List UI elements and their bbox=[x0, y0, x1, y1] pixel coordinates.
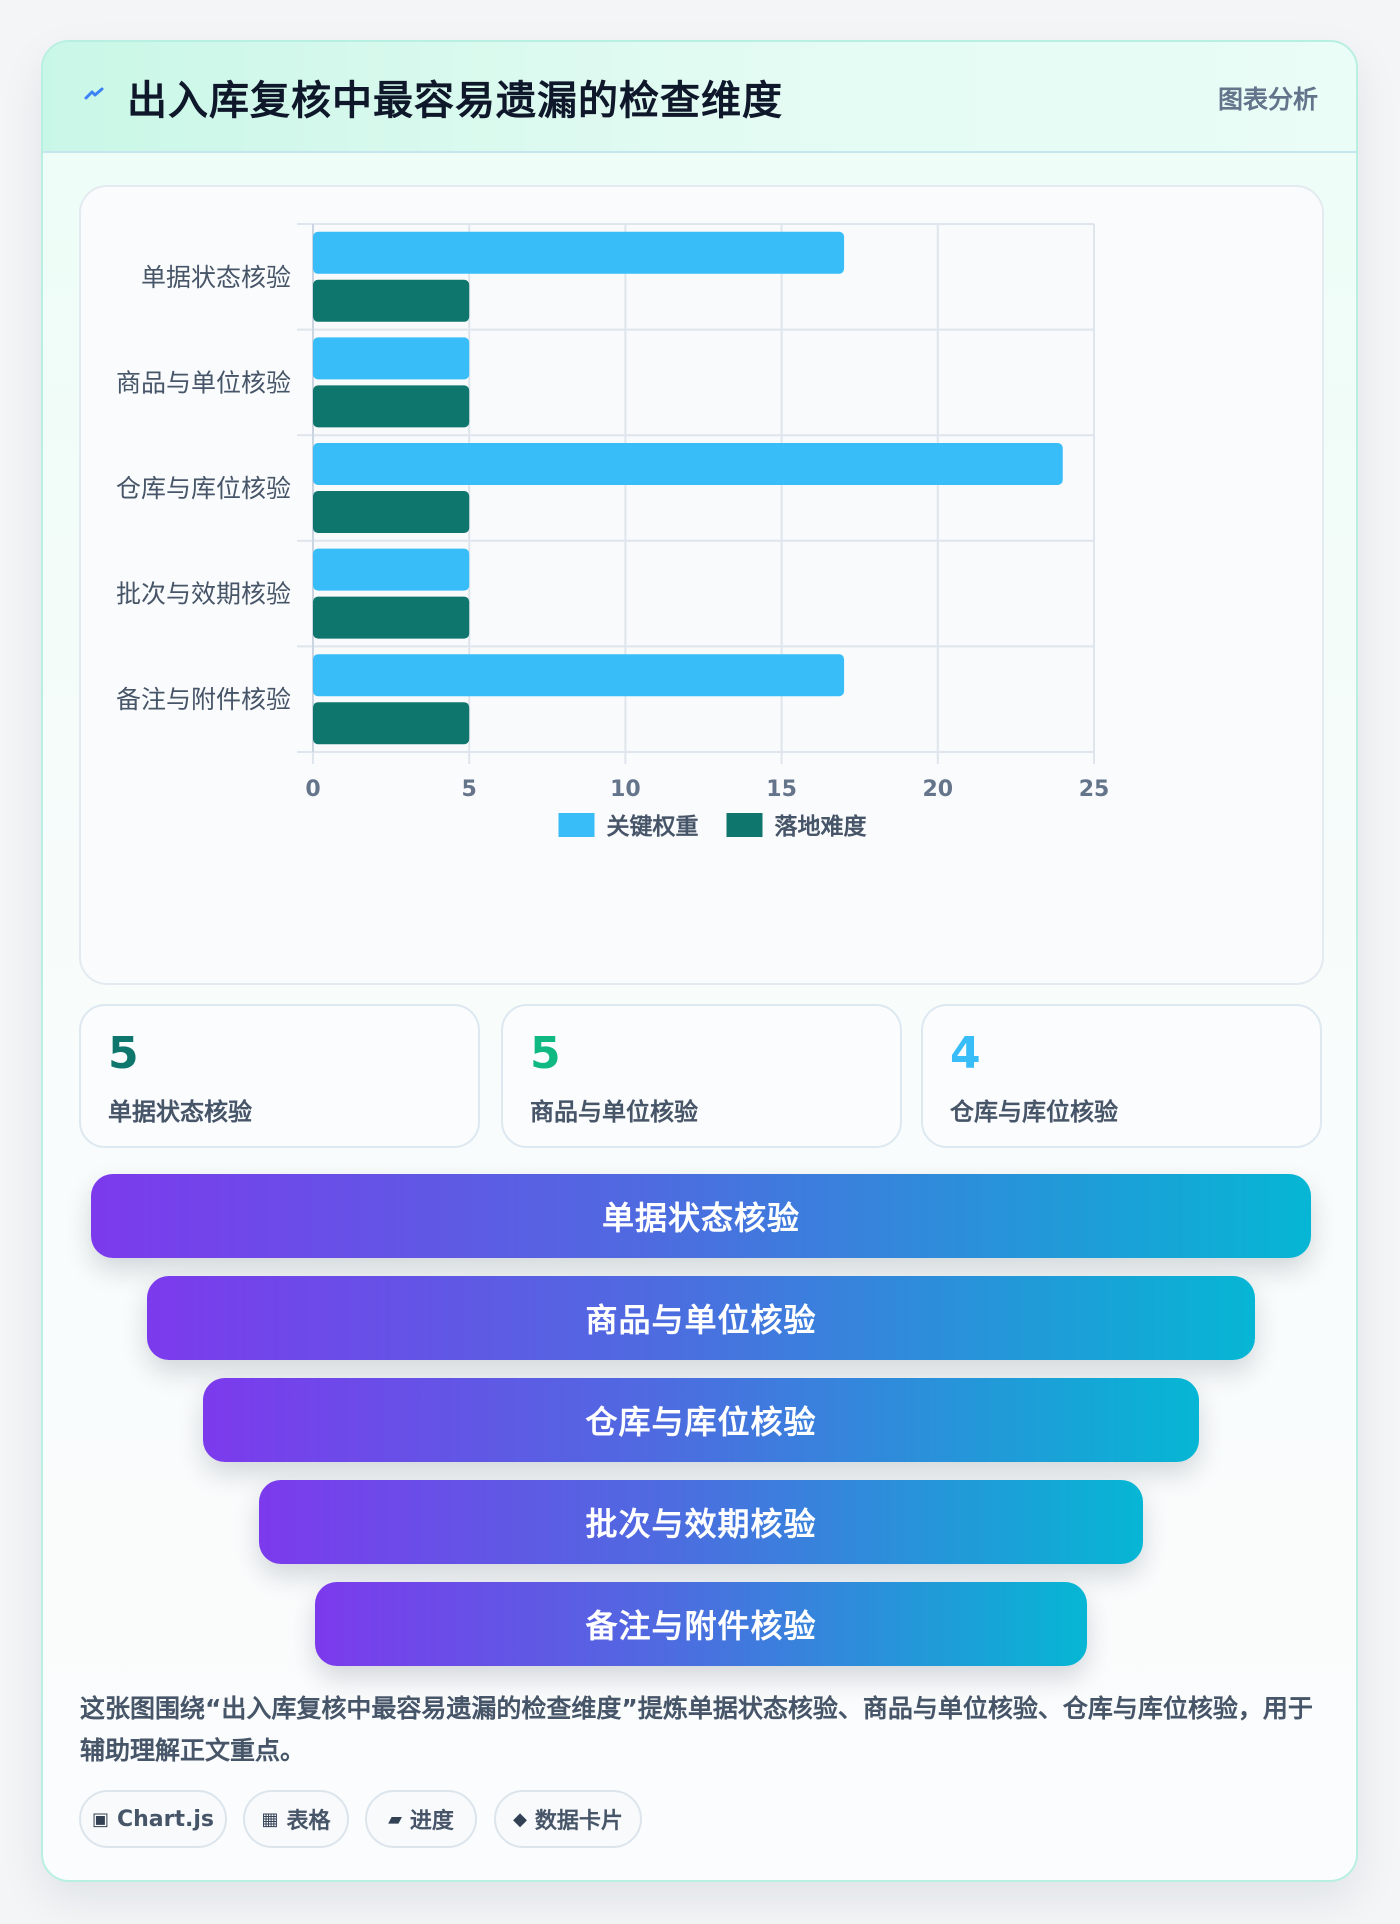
tag-label: 表格 bbox=[286, 1809, 331, 1834]
lightning-icon bbox=[84, 87, 104, 100]
bar-difficulty bbox=[313, 702, 470, 745]
chip-icon: ▣ bbox=[91, 1808, 109, 1830]
bar-key-weight bbox=[313, 548, 470, 591]
table-icon: ▦ bbox=[261, 1808, 279, 1830]
x-tick-label: 10 bbox=[610, 777, 641, 802]
stat-card: 5 单据状态核验 bbox=[79, 1004, 480, 1148]
bar-chart: 0 5 10 15 20 25 单据状态核验商品与单位核验仓库与库位核验批次与效期核验备注与… bbox=[116, 223, 1110, 840]
chart-description: 这张图围绕“出入库复核中最容易遗漏的检查维度”提炼单据状态核验、商品与单位核验、… bbox=[80, 1694, 1313, 1765]
progress-icon: ▰ bbox=[388, 1808, 402, 1830]
tag-chartjs[interactable]: ▣ Chart.js bbox=[79, 1790, 227, 1848]
legend-label: 关键权重 bbox=[607, 813, 699, 840]
funnel-step: 批次与效期核验 bbox=[259, 1480, 1143, 1564]
stat-value: 5 bbox=[530, 1028, 561, 1079]
stat-card: 4 仓库与库位核验 bbox=[921, 1004, 1322, 1148]
chart-panel: 0 5 10 15 20 25 单据状态核验商品与单位核验 仓库与库位核验 批次与效期核验 备注与… bbox=[79, 185, 1324, 985]
y-category-label: 仓库与库位核验 bbox=[116, 474, 291, 503]
stat-card: 5 商品与单位核验 bbox=[501, 1004, 902, 1148]
x-tick-label: 15 bbox=[766, 777, 797, 802]
tag-label: Chart.js bbox=[117, 1806, 215, 1832]
y-category-label: 单据状态核验 bbox=[141, 263, 291, 292]
y-category-label: 批次与效期核验 bbox=[116, 580, 291, 609]
y-category-label: 商品与单位核验 bbox=[116, 368, 291, 397]
diamond-icon: ◆ bbox=[513, 1808, 527, 1830]
bar-key-weight bbox=[313, 654, 845, 697]
bar-difficulty bbox=[313, 279, 470, 322]
bar-key-weight bbox=[313, 337, 470, 380]
bar-key-weight bbox=[313, 443, 1063, 485]
bar-key-weight bbox=[313, 231, 845, 274]
tag-table[interactable]: ▦ 表格 bbox=[243, 1790, 349, 1848]
y-category-label: 备注与附件核验 bbox=[116, 685, 291, 714]
tag-data-card[interactable]: ◆ 数据卡片 bbox=[494, 1790, 642, 1848]
funnel-step: 商品与单位核验 bbox=[147, 1276, 1255, 1360]
bar-difficulty bbox=[313, 491, 470, 533]
tag-progress[interactable]: ▰ 进度 bbox=[365, 1790, 477, 1848]
x-tick-label: 20 bbox=[922, 777, 953, 802]
page-title: 出入库复核中最容易遗漏的检查维度 bbox=[127, 78, 783, 124]
stat-label: 单据状态核验 bbox=[108, 1098, 252, 1126]
card-header: 出入库复核中最容易遗漏的检查维度 图表分析 bbox=[43, 42, 1356, 153]
stat-value: 5 bbox=[108, 1028, 139, 1079]
funnel-step: 单据状态核验 bbox=[91, 1174, 1311, 1258]
x-tick-label: 25 bbox=[1079, 777, 1110, 802]
legend-label: 落地难度 bbox=[775, 813, 868, 840]
bar-difficulty bbox=[313, 385, 470, 428]
x-tick-label: 5 bbox=[462, 777, 477, 802]
legend-swatch bbox=[558, 813, 595, 837]
stat-label: 商品与单位核验 bbox=[530, 1098, 698, 1126]
bar-difficulty bbox=[313, 596, 470, 639]
chart-card: 出入库复核中最容易遗漏的检查维度 图表分析 0 5 10 15 20 25 单据状态核验 商品… bbox=[41, 40, 1358, 1882]
x-tick-label: 0 bbox=[305, 777, 320, 802]
funnel-step: 仓库与库位核验 bbox=[203, 1378, 1199, 1462]
stat-value: 4 bbox=[950, 1028, 981, 1079]
tag-label: 进度 bbox=[409, 1809, 454, 1834]
legend-swatch bbox=[726, 813, 763, 837]
chart-type-label: 图表分析 bbox=[1217, 85, 1318, 114]
tag-label: 数据卡片 bbox=[534, 1809, 623, 1834]
stat-label: 仓库与库位核验 bbox=[950, 1098, 1118, 1126]
funnel-step: 备注与附件核验 bbox=[315, 1582, 1087, 1666]
